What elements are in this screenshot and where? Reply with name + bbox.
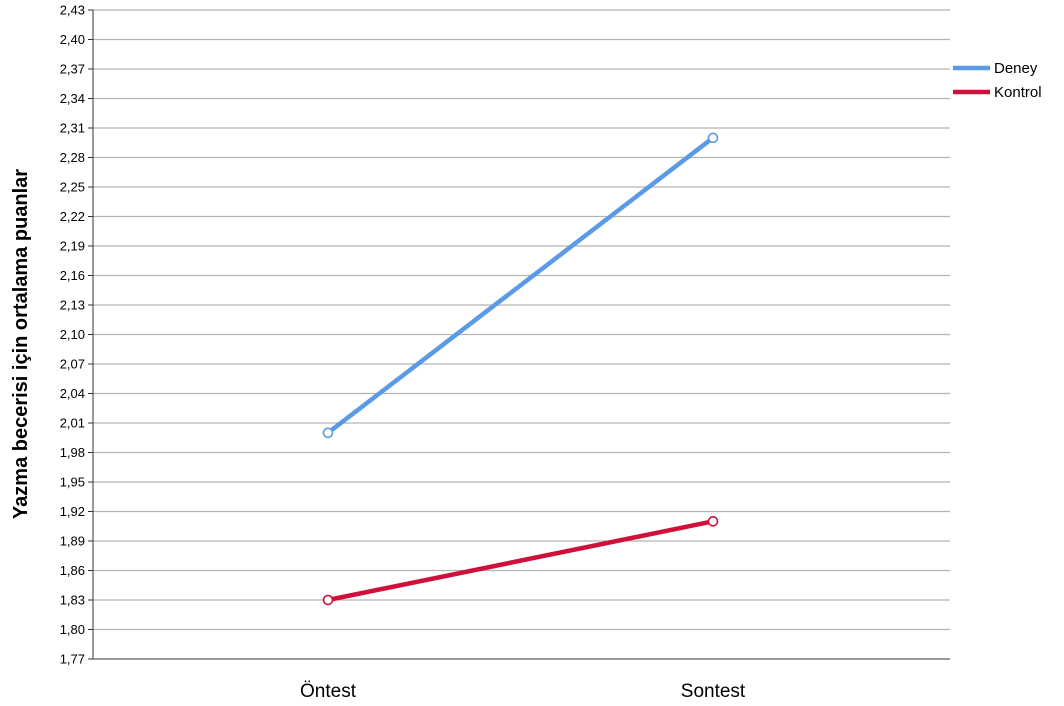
y-tick-label: 1,92	[60, 504, 85, 519]
y-tick-label: 2,40	[60, 32, 85, 47]
y-tick-label: 2,22	[60, 209, 85, 224]
series-lines	[322, 132, 719, 606]
y-tick-label: 2,25	[60, 180, 85, 195]
y-tick-label: 2,13	[60, 298, 85, 313]
y-tick-label: 1,89	[60, 534, 85, 549]
y-tick-label: 2,07	[60, 357, 85, 372]
y-tick-label: 2,01	[60, 416, 85, 431]
series-line-kontrol	[327, 519, 714, 603]
legend-label: Deney	[994, 60, 1038, 77]
data-point-deney	[707, 132, 719, 144]
y-tick-label: 2,43	[60, 3, 85, 18]
data-point-deney	[322, 427, 334, 439]
x-tick-label: Sontest	[681, 681, 746, 702]
gridlines	[93, 9, 950, 631]
x-tick-labels: Öntest Sontest	[300, 681, 746, 702]
legend: Deney Kontrol	[953, 60, 1042, 101]
y-tick-label: 2,28	[60, 150, 85, 165]
y-tick-label: 2,10	[60, 327, 85, 342]
y-tick-label: 2,31	[60, 121, 85, 136]
y-tick-label: 2,19	[60, 239, 85, 254]
y-tick-label: 1,95	[60, 475, 85, 490]
y-tick-label: 2,16	[60, 268, 85, 283]
y-tick-labels: 1,77 1,80 1,83 1,86 1,89 1,92 1,95 1,98 2,01 2,04…	[60, 3, 93, 667]
y-tick-label: 2,04	[60, 386, 85, 401]
legend-label: Kontrol	[994, 84, 1042, 101]
series-line-deney	[326, 136, 715, 435]
y-tick-label: 1,98	[60, 445, 85, 460]
y-tick-label: 1,83	[60, 593, 85, 608]
y-tick-label: 1,80	[60, 622, 85, 637]
y-tick-label: 2,37	[60, 62, 85, 77]
y-tick-label: 1,86	[60, 563, 85, 578]
y-axis-label: Yazma becerisi için ortalama puanlar	[10, 169, 32, 519]
data-point-kontrol	[322, 594, 334, 606]
data-point-kontrol	[707, 516, 719, 527]
y-tick-label: 1,77	[60, 652, 85, 667]
x-tick-label: Öntest	[300, 681, 357, 702]
y-tick-label: 2,34	[60, 91, 85, 106]
